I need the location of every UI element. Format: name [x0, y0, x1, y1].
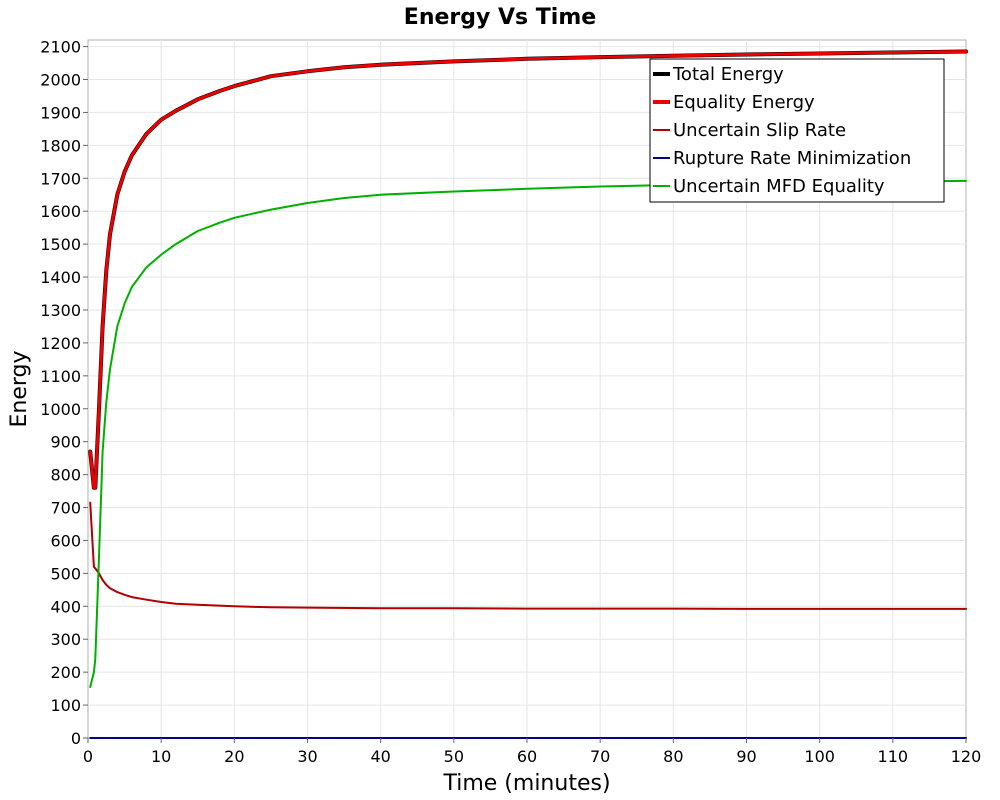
y-tick-label: 800 — [50, 466, 81, 485]
series-layer — [88, 49, 968, 739]
chart-title: Energy Vs Time — [404, 5, 596, 30]
x-tick-label: 40 — [370, 747, 390, 766]
x-axis-ticks: 0 10 20 30 40 50 60 70 80 90 100 110 120 — [83, 738, 981, 766]
x-tick-label: 110 — [878, 747, 909, 766]
y-tick-label: 400 — [50, 597, 81, 616]
y-tick-label: 300 — [50, 630, 81, 649]
y-tick-label: 1400 — [40, 268, 81, 287]
y-tick-label: 1700 — [40, 169, 81, 188]
legend-label-equality-energy: Equality Energy — [673, 92, 815, 113]
x-tick-label: 70 — [590, 747, 610, 766]
legend-label-uncertain-slip-rate: Uncertain Slip Rate — [673, 120, 846, 141]
series-line-uncertain-mfd-equality — [89, 179, 967, 688]
y-tick-label: 900 — [50, 433, 81, 452]
y-tick-label: 600 — [50, 531, 81, 550]
y-tick-label: 200 — [50, 663, 81, 682]
series-line-equality-energy — [88, 50, 968, 490]
y-tick-label: 2000 — [40, 71, 81, 90]
x-tick-label: 10 — [151, 747, 171, 766]
x-tick-label: 50 — [444, 747, 464, 766]
y-tick-label: 1800 — [40, 136, 81, 155]
legend-label-total-energy: Total Energy — [672, 64, 784, 85]
y-tick-label: 1300 — [40, 301, 81, 320]
x-tick-label: 80 — [663, 747, 683, 766]
legend-label-rupture-rate-minimization: Rupture Rate Minimization — [673, 148, 911, 169]
x-tick-label: 20 — [224, 747, 244, 766]
y-tick-label: 1500 — [40, 235, 81, 254]
x-axis-label: Time (minutes) — [442, 771, 610, 796]
x-tick-label: 30 — [297, 747, 317, 766]
y-tick-label: 1100 — [40, 367, 81, 386]
y-tick-label: 0 — [71, 729, 81, 748]
x-tick-label: 60 — [517, 747, 537, 766]
y-axis-ticks: 0 100 200 300 400 500 600 700 800 900 1000 1100 1200… — [40, 38, 88, 748]
y-axis-label: Energy — [7, 350, 32, 427]
y-tick-label: 1200 — [40, 334, 81, 353]
legend-label-uncertain-mfd-equality: Uncertain MFD Equality — [673, 176, 885, 197]
x-tick-label: 100 — [804, 747, 835, 766]
y-tick-label: 500 — [50, 564, 81, 583]
y-tick-label: 1600 — [40, 202, 81, 221]
y-tick-label: 2100 — [40, 38, 81, 57]
y-tick-label: 700 — [50, 499, 81, 518]
x-tick-label: 90 — [736, 747, 756, 766]
y-tick-label: 1900 — [40, 103, 81, 122]
y-tick-label: 1000 — [40, 400, 81, 419]
x-tick-label: 120 — [951, 747, 982, 766]
series-line-uncertain-slip-rate — [89, 501, 967, 610]
x-tick-label: 0 — [83, 747, 93, 766]
y-tick-label: 100 — [50, 696, 81, 715]
legend-box — [649, 58, 945, 203]
legend: Total Energy Equality Energy Uncertain Sli… — [649, 58, 945, 203]
